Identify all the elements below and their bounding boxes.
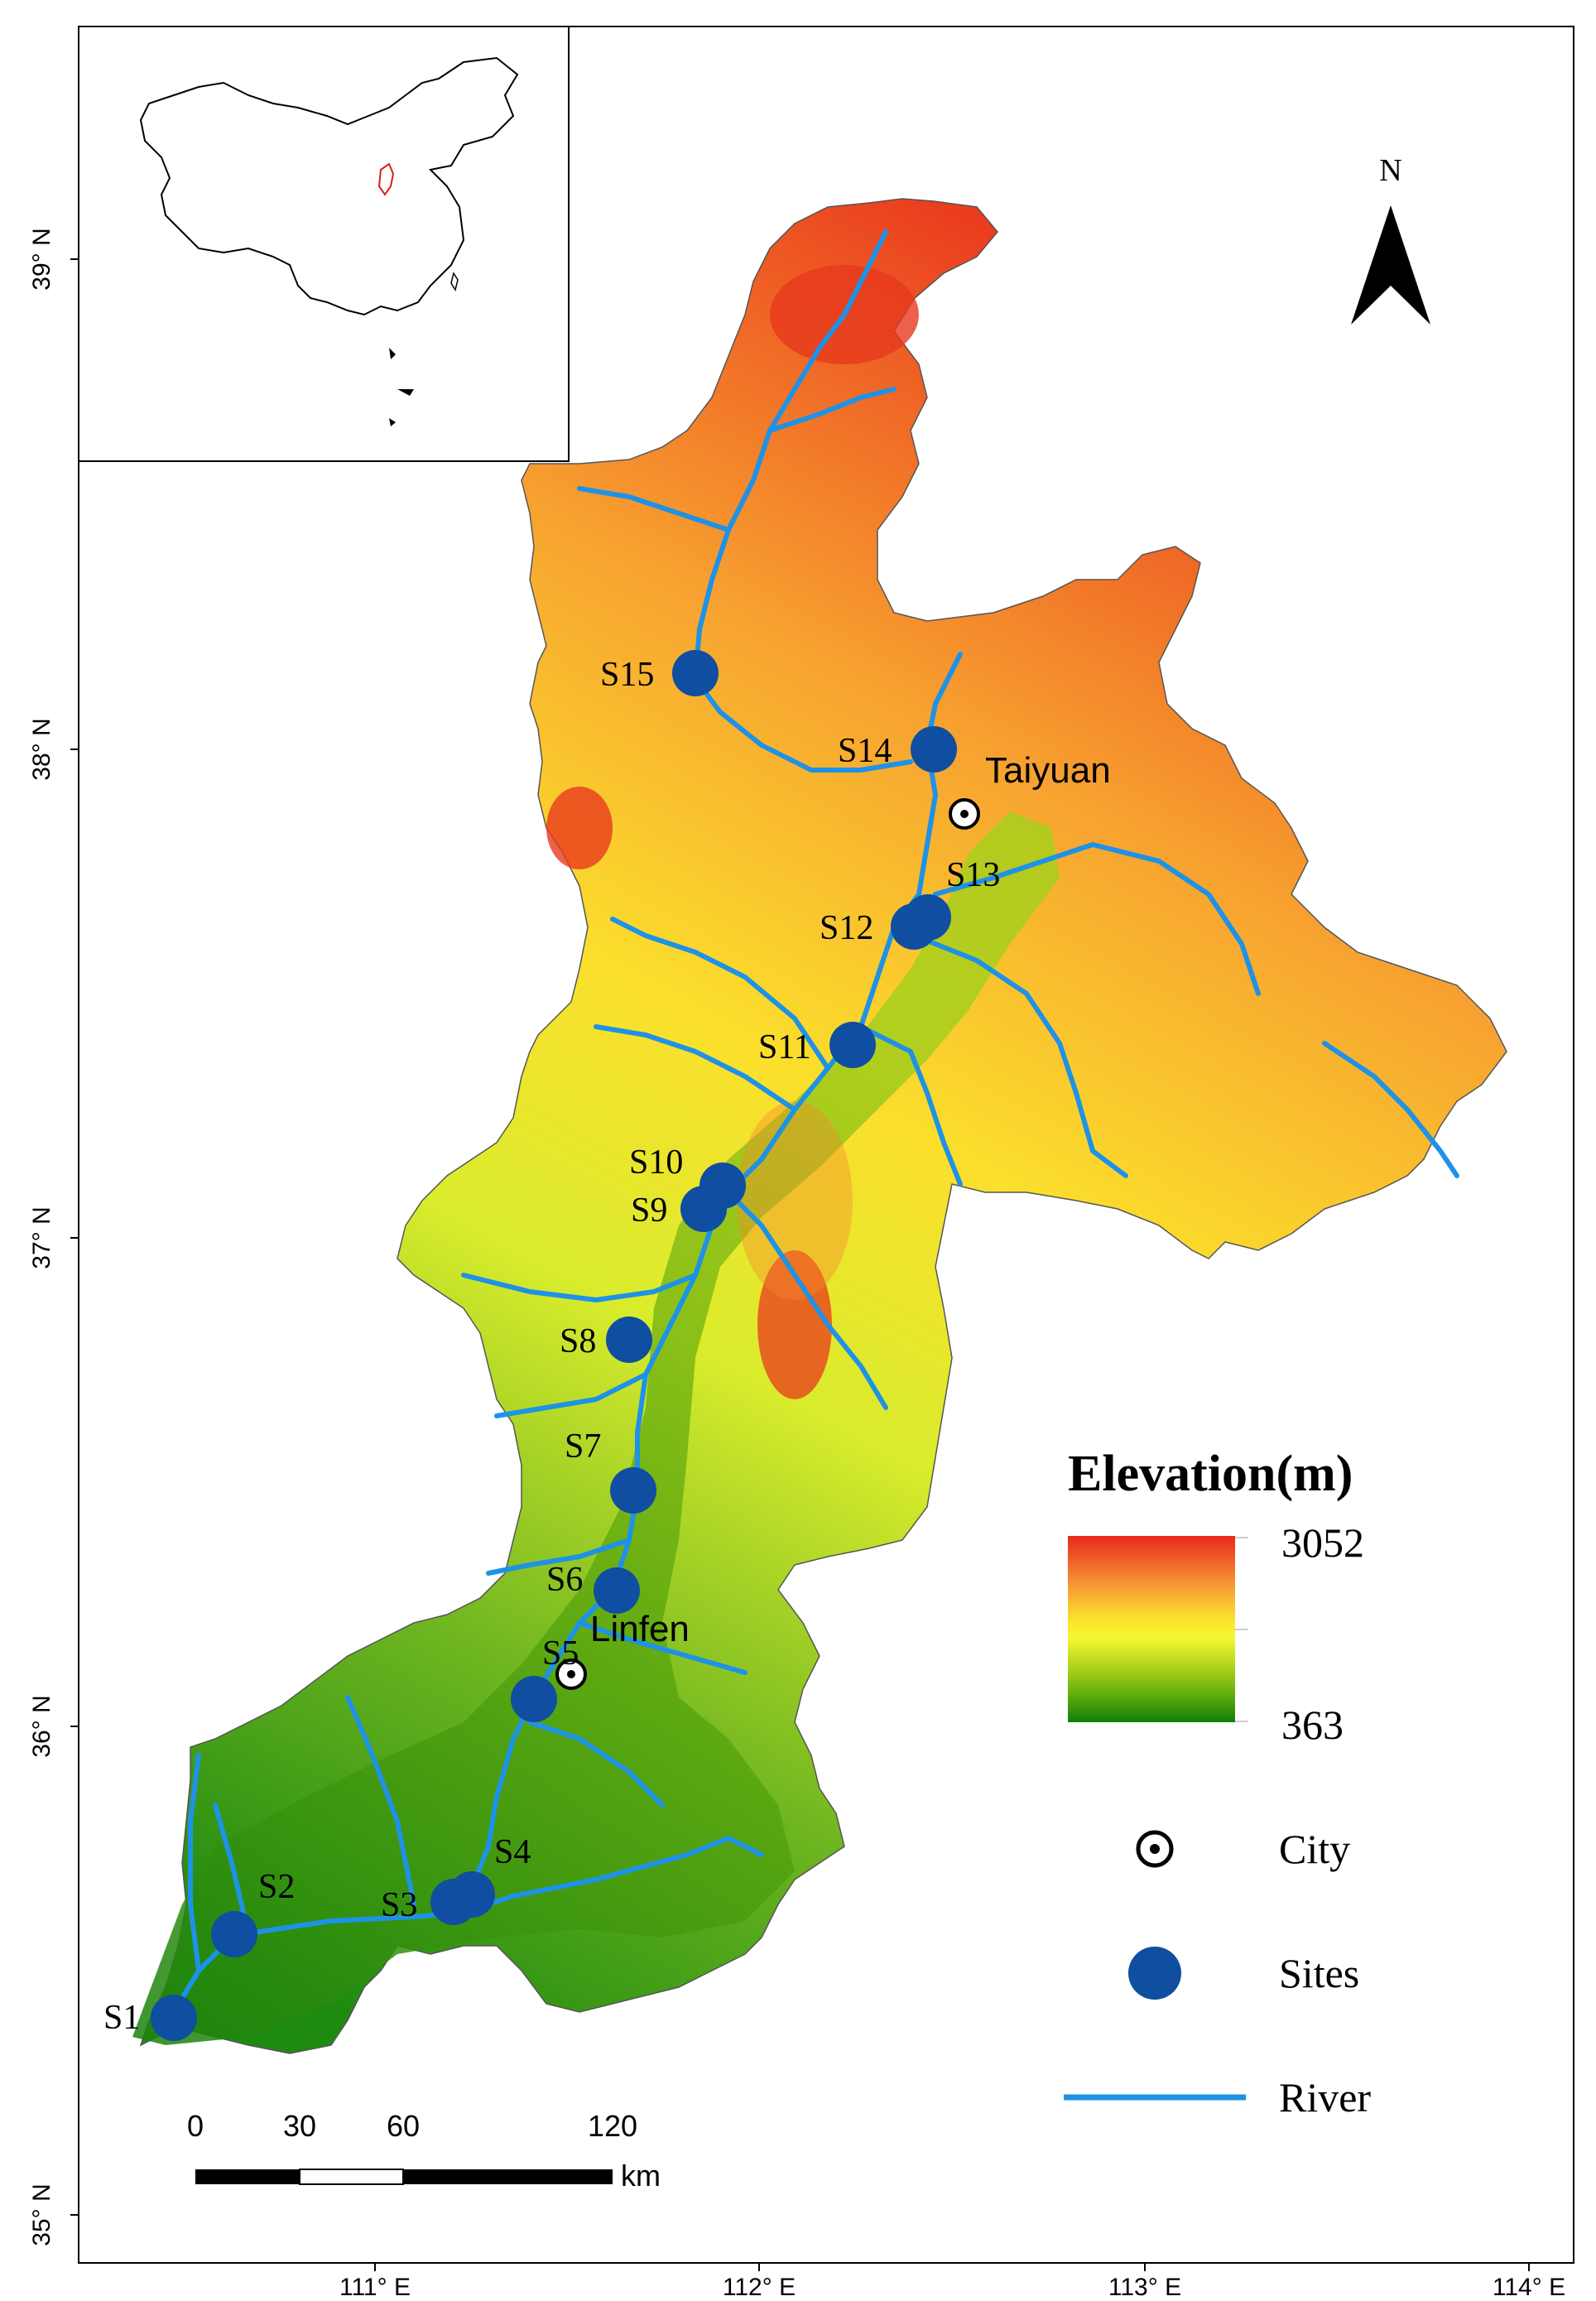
lon-label-114: 114° E	[1493, 2274, 1565, 2301]
site-s14: S14	[838, 726, 957, 773]
site-s4: S4	[449, 1833, 531, 1918]
lon-label-111: 111° E	[339, 2274, 411, 2301]
site-label-s7: S7	[565, 1427, 601, 1466]
site-label-s6: S6	[546, 1561, 583, 1599]
site-s5: S5	[511, 1634, 579, 1722]
lon-label-113: 113° E	[1108, 2274, 1181, 2301]
lat-label-39: 39° N	[28, 228, 55, 290]
site-label-s10: S10	[629, 1143, 683, 1182]
site-label-s12: S12	[820, 909, 873, 947]
legend-river-label: River	[1279, 2074, 1371, 2120]
site-label-s2: S2	[258, 1868, 295, 1906]
elevation-colorbar	[1068, 1536, 1235, 1722]
city-linfen: Linfen	[555, 1609, 690, 1690]
site-s11: S11	[758, 1022, 876, 1068]
lat-label-36: 36° N	[28, 1695, 55, 1757]
site-s1: S1	[103, 1995, 197, 2041]
city-taiyuan: Taiyuan	[949, 750, 1111, 830]
site-s15: S15	[600, 650, 719, 696]
site-label-s1: S1	[103, 1999, 140, 2037]
city-label-taiyuan: Taiyuan	[985, 750, 1111, 791]
north-arrow-label: N	[1379, 153, 1401, 188]
site-label-s9: S9	[631, 1191, 667, 1230]
site-s7: S7	[565, 1427, 656, 1514]
site-label-s15: S15	[600, 656, 654, 694]
lon-label-112: 112° E	[723, 2274, 796, 2301]
legend-min: 363	[1281, 1702, 1344, 1748]
legend-city-label: City	[1279, 1826, 1350, 1872]
legend-sites-label: Sites	[1279, 1950, 1359, 1996]
sites-layer: S1 S2 S3 S4 S5 S6 S7 S8	[103, 650, 1000, 2041]
lat-label-37: 37° N	[28, 1206, 55, 1268]
province-terrain	[132, 198, 1507, 2054]
lat-label-35: 35° N	[28, 2183, 55, 2246]
site-s2: S2	[211, 1868, 295, 1957]
scale-tick-30: 30	[283, 2109, 316, 2143]
site-label-s13: S13	[946, 856, 1000, 894]
site-s10: S10	[629, 1143, 746, 1209]
scale-unit: km	[621, 2159, 661, 2193]
map-frame	[78, 26, 1574, 2264]
site-s13: S13	[905, 856, 1000, 941]
legend-title: Elevation(m)	[1068, 1446, 1353, 1502]
legend-max: 3052	[1281, 1519, 1364, 1566]
site-label-s4: S4	[494, 1833, 531, 1871]
scale-tick-0: 0	[187, 2109, 204, 2143]
scale-tick-60: 60	[387, 2109, 420, 2143]
site-s6: S6	[546, 1561, 640, 1614]
inset-china-map	[78, 26, 570, 462]
legend: Elevation(m) 3052 363 City Sites River	[1064, 1446, 1371, 2120]
lat-label-38: 38° N	[28, 718, 55, 780]
river-network	[163, 229, 1459, 2039]
site-label-s3: S3	[381, 1886, 417, 1924]
city-label-linfen: Linfen	[590, 1609, 690, 1649]
site-s8: S8	[560, 1317, 652, 1363]
site-label-s14: S14	[838, 732, 892, 770]
north-arrow: N	[1351, 153, 1430, 325]
site-label-s8: S8	[560, 1322, 596, 1360]
axis-ticks	[70, 258, 1530, 2271]
scale-bar: 0 30 60 120 km	[187, 2109, 661, 2193]
legend-sites-icon	[1128, 1947, 1181, 2000]
site-label-s11: S11	[758, 1028, 811, 1066]
site-label-s5: S5	[542, 1634, 579, 1673]
scale-tick-120: 120	[588, 2109, 637, 2143]
